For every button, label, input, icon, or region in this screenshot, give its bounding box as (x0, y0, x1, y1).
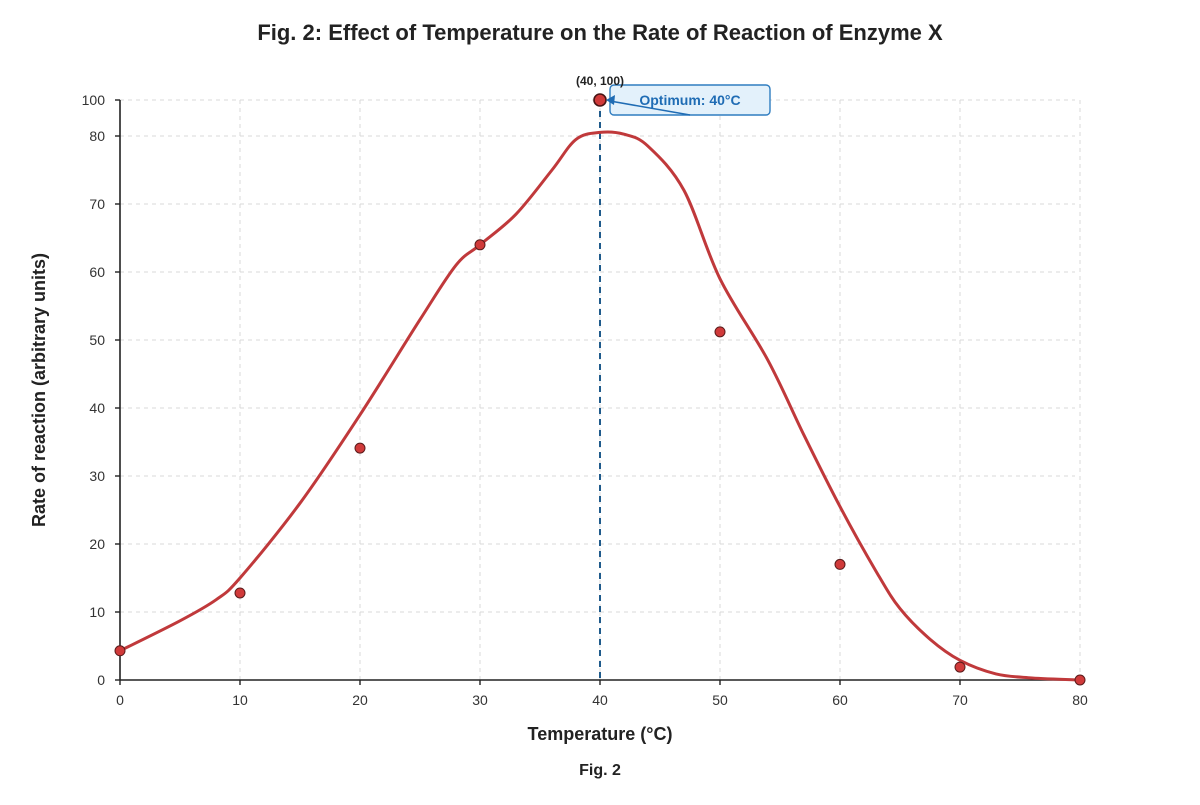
x-tick-label-4: 40 (592, 692, 608, 708)
grid (120, 99, 1081, 680)
y-tick-label-7: 70 (89, 196, 105, 212)
fit-curve (118, 130, 1082, 682)
data-point-2 (354, 442, 366, 454)
y-tick-label-1: 10 (89, 604, 105, 620)
annotation-text: Optimum: 40°C (639, 92, 740, 108)
y-tick-label-9: 100 (82, 92, 106, 108)
data-point-4 (593, 93, 607, 107)
data-point-0 (114, 645, 126, 657)
data-points (114, 93, 1086, 686)
x-tick-label-5: 50 (712, 692, 728, 708)
data-point-3 (474, 239, 486, 251)
axes (115, 99, 1081, 685)
figure-caption: Fig. 2 (579, 762, 621, 779)
annotation-arrow (609, 100, 691, 116)
x-tick-label-3: 30 (472, 692, 488, 708)
y-tick-label-8: 80 (89, 128, 105, 144)
chart-title: Fig. 2: Effect of Temperature on the Rat… (257, 20, 943, 45)
tick-labels: 0 10 20 30 40 50 60 70 80 0 10 20 30 40 50 60 70 80 100 (82, 92, 1088, 708)
annotation-arrowhead (606, 95, 615, 105)
peak-label: (40, 100) (576, 74, 624, 88)
data-point-7 (954, 661, 966, 673)
y-tick-label-4: 40 (89, 400, 105, 416)
optimum-annotation: Optimum: 40°C (606, 84, 771, 116)
data-point-5 (714, 326, 726, 338)
x-tick-label-7: 70 (952, 692, 968, 708)
x-tick-label-6: 60 (832, 692, 848, 708)
y-axis-title: Rate of reaction (arbitrary units) (29, 253, 49, 527)
x-axis-title: Temperature (°C) (528, 724, 673, 744)
y-tick-label-0: 0 (97, 672, 105, 688)
y-tick-label-5: 50 (89, 332, 105, 348)
y-tick-label-3: 30 (89, 468, 105, 484)
data-point-1 (234, 587, 246, 599)
x-tick-label-0: 0 (116, 692, 124, 708)
y-tick-label-6: 60 (89, 264, 105, 280)
y-tick-label-2: 20 (89, 536, 105, 552)
x-tick-label-1: 10 (232, 692, 248, 708)
data-point-8 (1074, 674, 1086, 686)
data-point-6 (834, 558, 846, 570)
x-tick-label-2: 20 (352, 692, 368, 708)
x-tick-label-8: 80 (1072, 692, 1088, 708)
